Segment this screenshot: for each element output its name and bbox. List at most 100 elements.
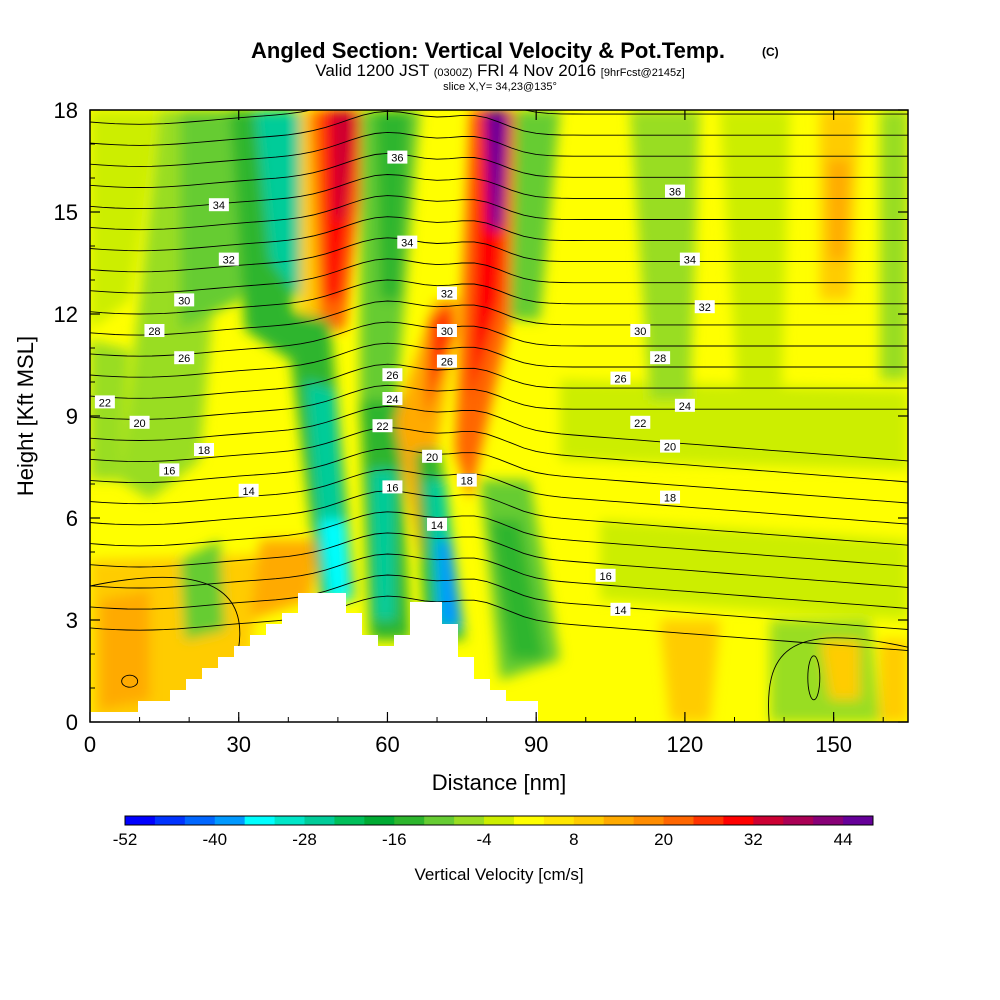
contour-label-bg — [630, 324, 651, 337]
contour-label-bg — [694, 300, 715, 314]
contour-label-text: 30 — [441, 326, 453, 338]
contour-label-text: 22 — [99, 397, 111, 409]
colorbar-swatch — [274, 816, 306, 825]
theta-contour-line — [90, 216, 908, 252]
colorbar-swatch — [454, 816, 485, 825]
colorbar-tick-label: 8 — [569, 830, 578, 849]
theta-contour-line — [90, 595, 908, 652]
contour-label-text: 34 — [684, 255, 696, 267]
colorbar-swatch — [214, 816, 246, 825]
contour-label: 26 — [610, 371, 631, 386]
green-far-right — [880, 110, 908, 380]
contour-label-bg — [144, 324, 165, 337]
green-lower-right — [600, 520, 908, 620]
theta-contour-line — [90, 469, 908, 525]
y-tick-label: 15 — [54, 200, 78, 225]
theta-contour-closed — [121, 674, 139, 688]
theta-contour-line — [90, 321, 908, 357]
colorbar-swatch — [513, 816, 545, 825]
contour-label-text: 30 — [634, 326, 646, 338]
red-column-1-core — [332, 110, 355, 220]
contour-label-text: 22 — [634, 418, 646, 430]
contour-label-bg — [194, 443, 215, 456]
cyan-low-1 — [320, 520, 350, 600]
y-tick-label: 3 — [66, 608, 78, 633]
theta-contour-line — [90, 300, 908, 336]
colorbar-frame — [124, 815, 874, 826]
colorbar-swatch — [843, 816, 874, 825]
contour-label-bg — [456, 473, 477, 487]
theta-contour-line — [90, 342, 908, 378]
y-tick-label: 12 — [54, 302, 78, 327]
colorbar-swatch — [184, 816, 216, 825]
theta-contour-line — [90, 511, 908, 567]
contour-label-text: 30 — [178, 295, 190, 307]
contour-label-bg — [382, 392, 403, 405]
title-units: (C) — [762, 45, 779, 59]
colorbar-swatch — [723, 816, 754, 825]
contour-label-bg — [660, 439, 681, 453]
x-tick-label: 90 — [524, 732, 548, 757]
teal-mid-column — [370, 470, 395, 620]
x-tick-label: 30 — [226, 732, 250, 757]
contour-label-text: 28 — [654, 353, 666, 365]
x-tick-label: 150 — [815, 732, 852, 757]
contour-label-text: 26 — [178, 353, 190, 365]
contour-label-text: 22 — [376, 421, 388, 433]
theta-contour-line — [90, 576, 241, 648]
contour-label: 22 — [630, 415, 651, 430]
contour-label-bg — [595, 568, 616, 582]
contour-label-text: 14 — [243, 486, 255, 498]
green-wide-right — [560, 380, 908, 470]
blue-low-core — [437, 540, 462, 625]
theta-contour-closed — [807, 655, 821, 701]
contour-label: 30 — [174, 293, 195, 307]
contour-label: 36 — [387, 150, 408, 165]
colorbar-swatch — [633, 816, 665, 825]
green-band-right-of-col2 — [510, 110, 560, 320]
contour-label-text: 26 — [614, 374, 626, 386]
orange-low-far-right — [880, 640, 908, 722]
theta-contour-line — [90, 110, 908, 125]
contour-label: 28 — [144, 324, 165, 338]
contour-label: 14 — [610, 602, 631, 617]
contour-label-text: 36 — [669, 187, 681, 199]
theta-contour-line — [90, 131, 908, 167]
subtitle-utc: (0300Z) — [434, 67, 473, 79]
contour-label-bg — [436, 354, 457, 368]
plot-area: 36 36 34 34 34 32 32 32 30 30 30 28 28 26 26 26 26 24 24 22… — [90, 110, 908, 722]
contour-label-bg — [174, 293, 195, 307]
contour-label-text: 32 — [441, 289, 453, 301]
theta-contour-line — [90, 258, 908, 294]
colorbar-swatch — [334, 816, 365, 825]
colorbar-swatch — [304, 816, 335, 825]
subtitle-valid: Valid 1200 JST — [315, 61, 429, 80]
colorbar-tick-label: -28 — [292, 830, 317, 849]
colorbar-swatch — [783, 816, 814, 825]
orange-low-right-2 — [820, 640, 860, 700]
contour-label-bg — [94, 395, 115, 409]
subtitle-date: FRI 4 Nov 2016 — [477, 61, 596, 80]
colorbar-swatch — [753, 816, 784, 825]
contour-label: 24 — [382, 392, 403, 406]
green-low-left — [180, 540, 225, 640]
x-tick-label: 120 — [667, 732, 704, 757]
y-tick-label: 9 — [66, 404, 78, 429]
theta-contour-line — [90, 553, 908, 609]
y-axis-label: Height [Kft MSL] — [13, 336, 38, 496]
contour-label: 14 — [238, 483, 259, 498]
subtitle-fcst: [9hrFcst@2145z] — [601, 67, 685, 79]
contour-label-text: 34 — [213, 200, 225, 212]
contour-label-bg — [397, 235, 418, 249]
contour-label-bg — [208, 198, 229, 212]
contour-label-bg — [650, 351, 671, 365]
theta-contour-line — [90, 279, 908, 315]
colorbar-tick-label: 20 — [654, 830, 673, 849]
colorbar-tick-label: -52 — [113, 830, 138, 849]
contour-label-bg — [436, 286, 457, 300]
colorbar-swatch — [424, 816, 455, 825]
theta-contour-line — [90, 363, 908, 399]
contour-label-text: 32 — [223, 255, 235, 267]
contour-label-bg — [630, 415, 651, 429]
